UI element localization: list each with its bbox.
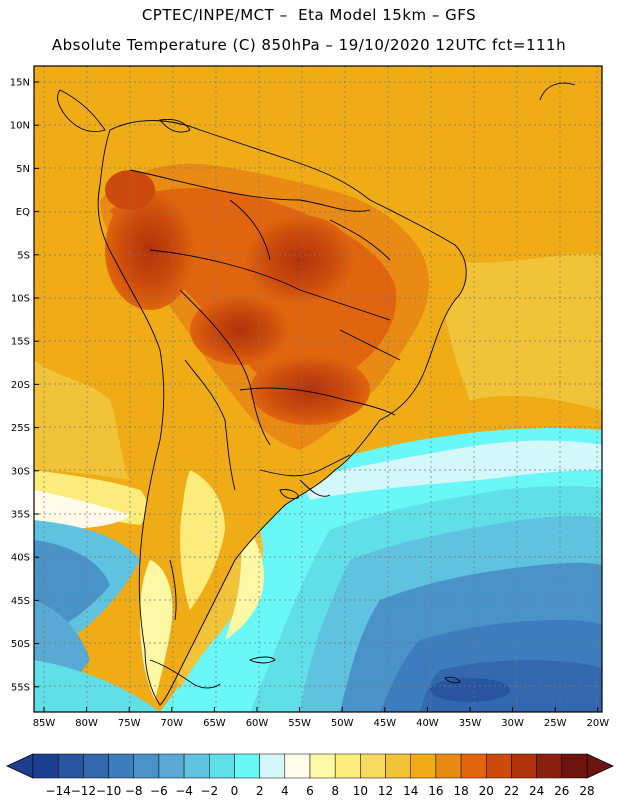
longitude-axis: 85W 80W 75W 70W 65W 60W 55W 50W 45W 40W 35W 30W 25W 2… — [33, 707, 609, 729]
lon-tick-label: 50W — [331, 718, 354, 729]
lon-tick-label: 25W — [544, 718, 567, 729]
chart-title-line1: CPTEC/INPE/MCT – Eta Model 15km – GFS — [141, 6, 477, 24]
lon-tick-label: 35W — [459, 718, 482, 729]
colorbar-swatch — [435, 753, 462, 779]
colorbar-swatch — [32, 753, 59, 779]
lat-tick-label: 55S — [11, 682, 30, 693]
lon-tick-label: 55W — [288, 718, 311, 729]
lon-tick-label: 65W — [203, 718, 226, 729]
colorbar-swatch — [57, 753, 84, 779]
colorbar-label: 4 — [281, 784, 289, 798]
lon-tick-label: 30W — [501, 718, 524, 729]
colorbar-label: −6 — [150, 784, 168, 798]
temperature-field — [34, 66, 602, 712]
colorbar-swatch — [385, 753, 411, 779]
colorbar-label: 22 — [504, 784, 519, 798]
lat-tick-label: 35S — [11, 510, 30, 521]
colorbar-swatch — [334, 753, 361, 779]
colorbar-swatch — [133, 753, 160, 779]
colorbar-label: 2 — [256, 784, 264, 798]
colorbar-under-arrow — [6, 753, 34, 779]
colorbar-swatch — [536, 753, 563, 779]
lon-tick-label: 75W — [118, 718, 141, 729]
colorbar-label: 12 — [378, 784, 393, 798]
colorbar-swatch — [158, 753, 185, 779]
colorbar-label: 6 — [306, 784, 314, 798]
colorbar-label: 24 — [529, 784, 544, 798]
colorbar-label: 18 — [453, 784, 468, 798]
colorbar-swatch — [209, 753, 235, 779]
colorbar-label: −10 — [96, 784, 121, 798]
colorbar-swatch — [183, 753, 210, 779]
lat-tick-label: 10N — [10, 121, 30, 132]
colorbar-swatch — [259, 753, 286, 779]
colorbar-swatch — [234, 753, 260, 779]
colorbar-label: −2 — [200, 784, 218, 798]
colorbar-over-arrow — [586, 753, 614, 779]
colorbar-swatch — [410, 753, 437, 779]
colorbar-label: 10 — [353, 784, 368, 798]
colorbar-swatch — [284, 753, 311, 779]
colorbar-swatch — [460, 753, 487, 779]
lat-tick-label: 10S — [11, 294, 30, 305]
lat-tick-label: EQ — [16, 207, 30, 218]
lat-tick-label: 15S — [11, 337, 30, 348]
colorbar-swatch — [83, 753, 109, 779]
lon-tick-label: 80W — [75, 718, 98, 729]
lat-tick-label: 30S — [11, 466, 30, 477]
lat-tick-label: 15N — [10, 78, 30, 89]
colorbar-label: 14 — [403, 784, 418, 798]
colorbar-label: 20 — [479, 784, 494, 798]
colorbar-label: −14 — [46, 784, 71, 798]
lat-tick-label: 20S — [11, 380, 30, 391]
colorbar-label: −12 — [71, 784, 96, 798]
colorbar-label: 8 — [331, 784, 339, 798]
colorbar-label: −4 — [175, 784, 193, 798]
colorbar-swatch — [511, 753, 537, 779]
colorbar-label: 26 — [554, 784, 569, 798]
lon-tick-label: 20W — [586, 718, 609, 729]
colorbar: −14 −12 −10 −8 −6 −4 −2 0 2 4 6 8 10 12 14 16 18 20 22 24 26… — [6, 753, 614, 798]
lon-tick-label: 70W — [160, 718, 183, 729]
lat-tick-label: 25S — [11, 423, 30, 434]
latitude-axis: 15N 10N 5N EQ 5S 10S 15S 20S 25S 30S 35S 40S 45S 50S 5… — [10, 78, 39, 693]
lon-tick-label: 60W — [246, 718, 269, 729]
colorbar-label: 0 — [231, 784, 239, 798]
colorbar-swatch — [561, 753, 588, 779]
colorbar-swatch — [108, 753, 134, 779]
lon-tick-label: 45W — [373, 718, 396, 729]
colorbar-swatch — [486, 753, 512, 779]
lon-tick-label: 40W — [416, 718, 439, 729]
map-frame — [33, 65, 603, 713]
lat-tick-label: 45S — [11, 596, 30, 607]
lon-tick-label: 85W — [33, 718, 56, 729]
colorbar-label: 16 — [428, 784, 443, 798]
colorbar-swatch — [309, 753, 336, 779]
lat-tick-label: 5S — [17, 250, 30, 261]
chart-title-line2: Absolute Temperature (C) 850hPa – 19/10/… — [51, 36, 567, 54]
lat-tick-label: 5N — [16, 164, 30, 175]
colorbar-swatch — [360, 753, 386, 779]
lat-tick-label: 50S — [11, 639, 30, 650]
colorbar-label: 28 — [579, 784, 594, 798]
coastlines-and-borders — [57, 82, 576, 706]
colorbar-label: −8 — [125, 784, 143, 798]
lat-tick-label: 40S — [11, 553, 30, 564]
